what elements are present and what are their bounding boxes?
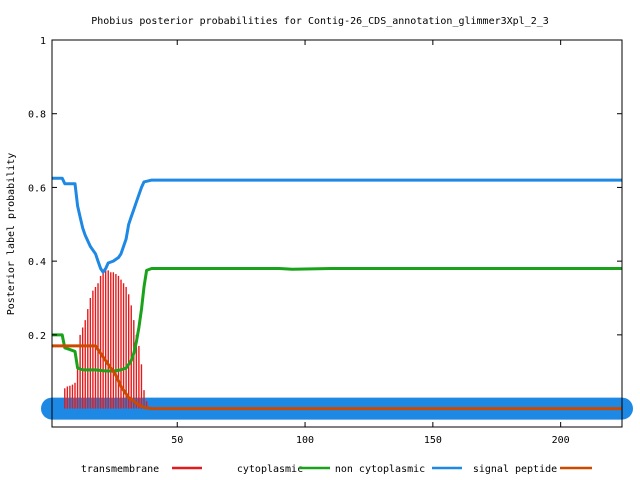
series-line-non-cytoplasmic bbox=[52, 344, 622, 411]
legend-label: signal peptide bbox=[473, 464, 557, 475]
legend-label: transmembrane bbox=[81, 464, 159, 475]
axes: 50 100 150 200 0.2 0.4 0.6 0.8 1 bbox=[28, 36, 623, 446]
series-line-cytoplasmic bbox=[52, 267, 622, 373]
legend-label: cytoplasmic bbox=[237, 464, 303, 475]
y-tick-label: 0.4 bbox=[28, 257, 46, 268]
y-tick-label: 0.8 bbox=[28, 110, 46, 121]
y-tick-label: 1 bbox=[40, 36, 46, 47]
legend-label: non cytoplasmic bbox=[335, 464, 425, 475]
series-line-signal-peptide bbox=[52, 176, 622, 274]
x-tick-label: 200 bbox=[552, 435, 570, 446]
y-axis-label: Posterior label probability bbox=[6, 153, 17, 316]
y-tick-label: 0.2 bbox=[28, 331, 46, 342]
x-tick-label: 100 bbox=[296, 435, 314, 446]
plot-frame bbox=[51, 39, 623, 428]
legend: transmembrane cytoplasmic non cytoplasmic s… bbox=[81, 464, 592, 475]
chart-title: Phobius posterior probabilities for Cont… bbox=[91, 16, 549, 27]
x-tick-label: 50 bbox=[171, 435, 183, 446]
y-tick-label: 0.6 bbox=[28, 183, 46, 194]
x-tick-label: 150 bbox=[424, 435, 442, 446]
plot-area bbox=[41, 176, 633, 420]
